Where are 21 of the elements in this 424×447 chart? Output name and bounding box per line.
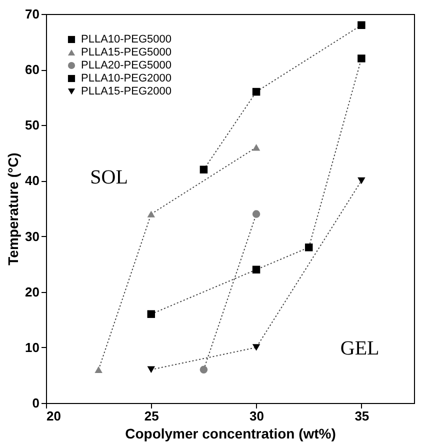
x-tick-label: 25 xyxy=(144,408,159,424)
annotation: SOL xyxy=(90,166,128,188)
legend-label: PLLA10-PEG5000 xyxy=(81,34,172,46)
x-tick-label: 20 xyxy=(46,408,61,424)
y-tick-label: 30 xyxy=(25,228,40,244)
y-tick-label: 60 xyxy=(25,62,40,78)
legend-label: PLLA15-PEG2000 xyxy=(81,86,172,98)
x-tick-label: 35 xyxy=(354,408,370,424)
legend-label: PLLA10-PEG2000 xyxy=(81,72,172,84)
y-tick-label: 70 xyxy=(25,6,40,22)
y-tick-label: 0 xyxy=(32,396,40,410)
y-tick-label: 20 xyxy=(25,284,40,300)
x-tick-label: 30 xyxy=(250,408,264,424)
y-tick-label: 50 xyxy=(25,118,40,133)
y-tick-label: 10 xyxy=(25,340,40,355)
x-axis-title: Copolymer concentration (wt%) xyxy=(125,426,336,442)
annotation: GEL xyxy=(340,338,380,360)
legend-label: PLLA20-PEG5000 xyxy=(81,60,172,72)
y-tick-label: 40 xyxy=(25,173,40,188)
y-axis-title: Temperature (°C) xyxy=(5,152,22,266)
legend-label: PLLA15-PEG5000 xyxy=(81,46,172,58)
